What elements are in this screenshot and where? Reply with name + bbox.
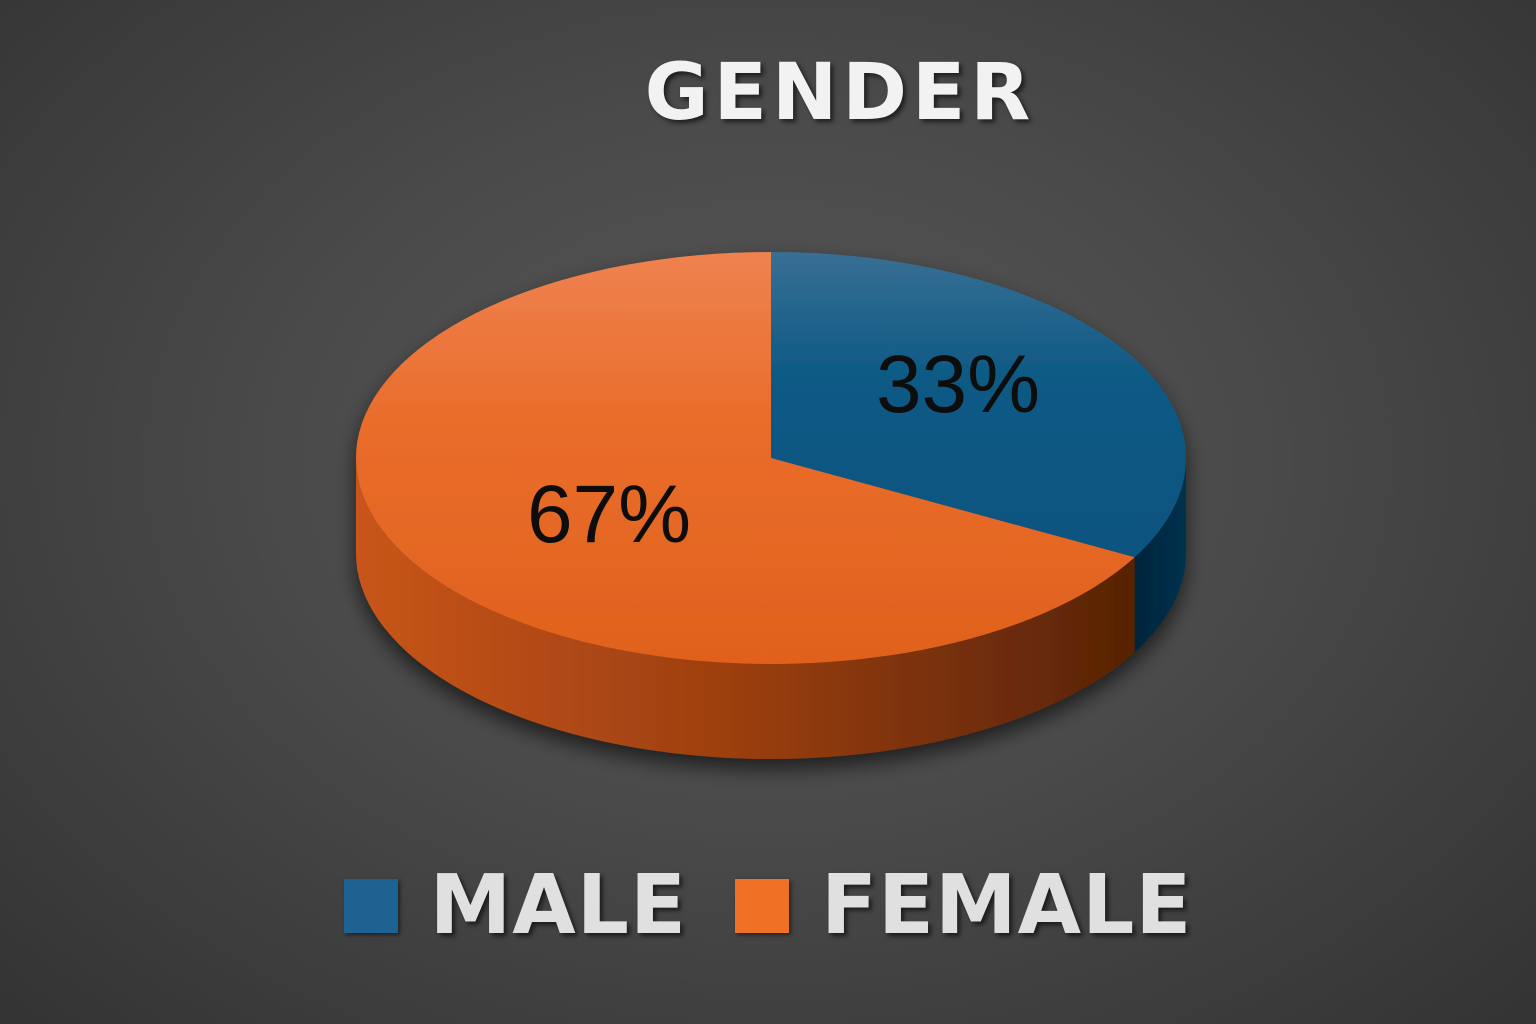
pie-side-female <box>356 458 1135 759</box>
chart-title: GENDER <box>644 48 1036 138</box>
data-label-female: 67% <box>527 469 691 560</box>
legend-item-male: MALE <box>343 858 687 953</box>
legend: MALE FEMALE <box>0 858 1536 953</box>
legend-label-male: MALE <box>429 858 687 953</box>
legend-swatch-male <box>343 878 398 933</box>
legend-swatch-female <box>734 878 789 933</box>
pie-slice-female <box>356 252 1135 664</box>
pie-slice-male <box>771 252 1186 558</box>
legend-label-female: FEMALE <box>820 858 1193 953</box>
data-label-male: 33% <box>876 339 1040 430</box>
pie-side-male <box>1134 458 1186 653</box>
legend-item-female: FEMALE <box>734 858 1193 953</box>
